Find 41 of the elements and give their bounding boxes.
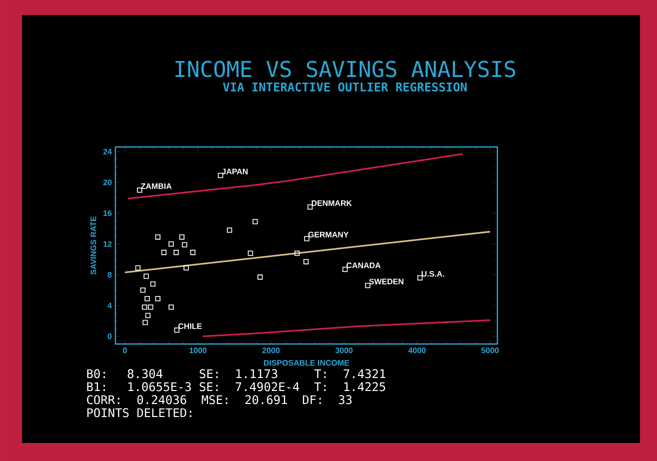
- text: B1: 1.0655E-3 SE: 7.4902E-4 T: 1.4225: [87, 382, 386, 392]
- point: [365, 282, 370, 288]
- point: [136, 187, 142, 193]
- point: [342, 266, 348, 272]
- point: [304, 236, 310, 242]
- point: [168, 304, 174, 310]
- point: [142, 304, 148, 310]
- chart-title: INCOME VS SAVINGS ANALYSIS: [176, 60, 516, 78]
- point: [135, 265, 141, 270]
- point: [174, 328, 180, 333]
- text: CORR: 0.24036 MSE: 20.691 DF: 33: [87, 395, 352, 404]
- point: [174, 250, 179, 256]
- point: [179, 234, 185, 240]
- point: [307, 204, 313, 210]
- point: [140, 288, 146, 293]
- point: [248, 250, 254, 256]
- text: POINTS DELETED:: [87, 408, 192, 418]
- point: [168, 241, 174, 247]
- point: [145, 312, 151, 318]
- point: [257, 274, 263, 280]
- chart-subtitle: VIA INTERACTIVE OUTLIER REGRESSION: [222, 82, 467, 92]
- point: [182, 242, 188, 248]
- point: [150, 281, 156, 287]
- line-series: [202, 319, 491, 338]
- text: B0: 8.304 SE: 1.1173 T: 7.4321: [87, 369, 386, 378]
- point: [144, 296, 150, 302]
- point: [303, 259, 309, 264]
- point: [161, 250, 167, 256]
- point: [294, 250, 300, 256]
- point: [417, 275, 423, 280]
- point: [218, 172, 224, 178]
- point: [144, 274, 149, 279]
- point: [252, 219, 258, 224]
- point: [226, 227, 232, 233]
- point: [148, 304, 154, 310]
- point: [184, 265, 189, 270]
- line-series: [127, 153, 464, 200]
- point: [142, 320, 148, 326]
- point: [155, 296, 160, 302]
- point: [155, 234, 160, 240]
- point: [190, 250, 196, 256]
